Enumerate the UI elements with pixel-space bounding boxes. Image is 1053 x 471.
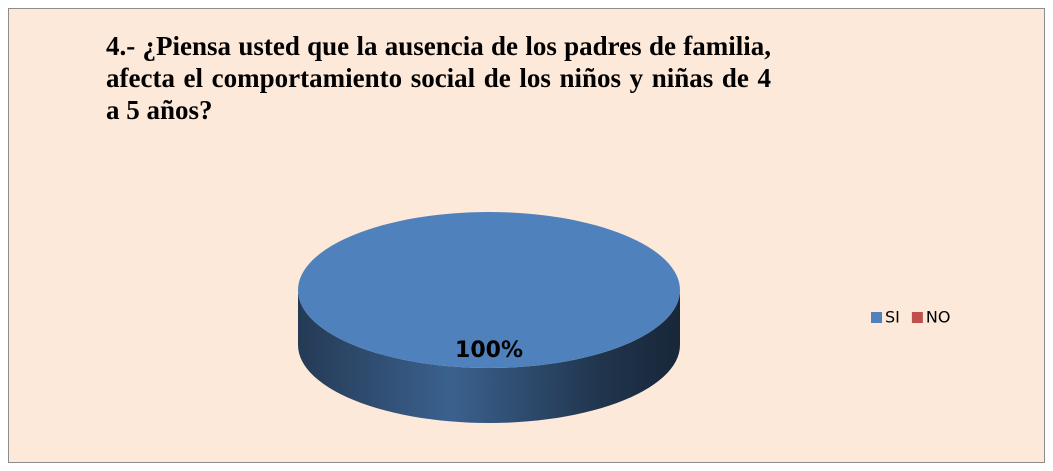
pie-side (298, 290, 680, 423)
legend-swatch (871, 312, 882, 323)
data-label: 100% (455, 338, 523, 363)
legend-label: NO (926, 308, 951, 327)
pie-slice (298, 212, 680, 368)
legend-label: SI (885, 308, 900, 327)
chart-title: 4.- ¿Piensa usted que la ausencia de los… (106, 31, 771, 125)
legend-swatch (911, 312, 923, 323)
